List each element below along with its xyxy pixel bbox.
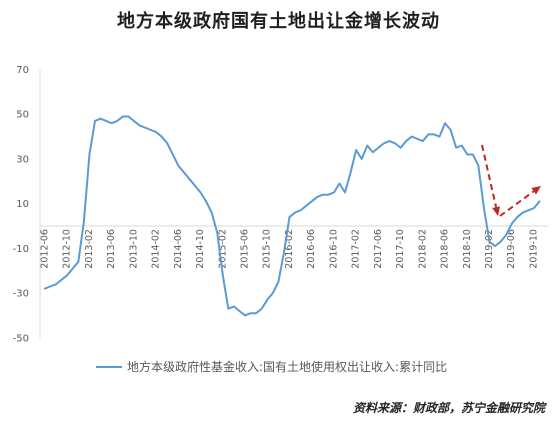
y-tick-label: 10 — [16, 199, 29, 210]
series-line — [44, 115, 541, 317]
x-tick-label: 2012-10 — [62, 229, 73, 269]
x-tick-label: 2018-02 — [417, 229, 428, 269]
x-tick-label: 2015-02 — [217, 229, 228, 269]
x-tick-labels: 2012-06 2012-10 2013-02 2013-06 2013-10 2014-… — [40, 229, 540, 269]
x-tick-label: 2019-06 — [506, 229, 517, 269]
trend-arrow-down — [481, 144, 500, 216]
x-tick-label: 2017-06 — [373, 229, 384, 269]
x-tick-label: 2014-02 — [151, 229, 162, 269]
x-tick-label: 2012-06 — [40, 229, 51, 269]
x-tick-label: 2015-10 — [262, 229, 273, 269]
x-tick-label: 2017-02 — [351, 229, 362, 269]
y-tick-label: 70 — [16, 65, 29, 76]
source-note: 资料来源：财政部，苏宁金融研究院 — [352, 401, 545, 415]
x-tick-label: 2018-10 — [462, 229, 473, 269]
y-tick-labels: 70 50 30 10 -10 -30 -50 — [13, 65, 29, 344]
x-tick-label: 2019-10 — [528, 229, 539, 269]
y-tick-label: 30 — [16, 154, 29, 165]
x-tick-label: 2015-06 — [240, 229, 251, 269]
y-tick-label: -10 — [13, 244, 29, 255]
y-tick-label: 50 — [16, 110, 29, 121]
x-tick-label: 2018-06 — [440, 229, 451, 269]
x-tick-label: 2013-06 — [106, 229, 117, 269]
x-tick-label: 2013-02 — [84, 229, 95, 269]
x-tick-label: 2016-06 — [306, 229, 317, 269]
legend-label: 地方本级政府性基金收入:国有土地使用权出让收入:累计同比 — [127, 360, 448, 374]
chart-title: 地方本级政府国有土地出让金增长波动 — [117, 11, 440, 32]
x-tick-label: 2016-10 — [328, 229, 339, 269]
legend-line-sample — [96, 365, 122, 368]
x-tick-label: 2019-02 — [484, 229, 495, 269]
x-tick-label: 2016-02 — [284, 229, 295, 269]
y-tick-label: -50 — [13, 333, 29, 344]
x-tick-label: 2014-10 — [195, 229, 206, 269]
legend: 地方本级政府性基金收入:国有土地使用权出让收入:累计同比 — [96, 358, 447, 375]
x-tick-label: 2013-10 — [128, 229, 139, 269]
trend-arrow-up — [499, 186, 541, 217]
y-tick-label: -30 — [13, 289, 29, 300]
x-tick-label: 2014-06 — [173, 229, 184, 269]
x-tick-label: 2017-10 — [395, 229, 406, 269]
